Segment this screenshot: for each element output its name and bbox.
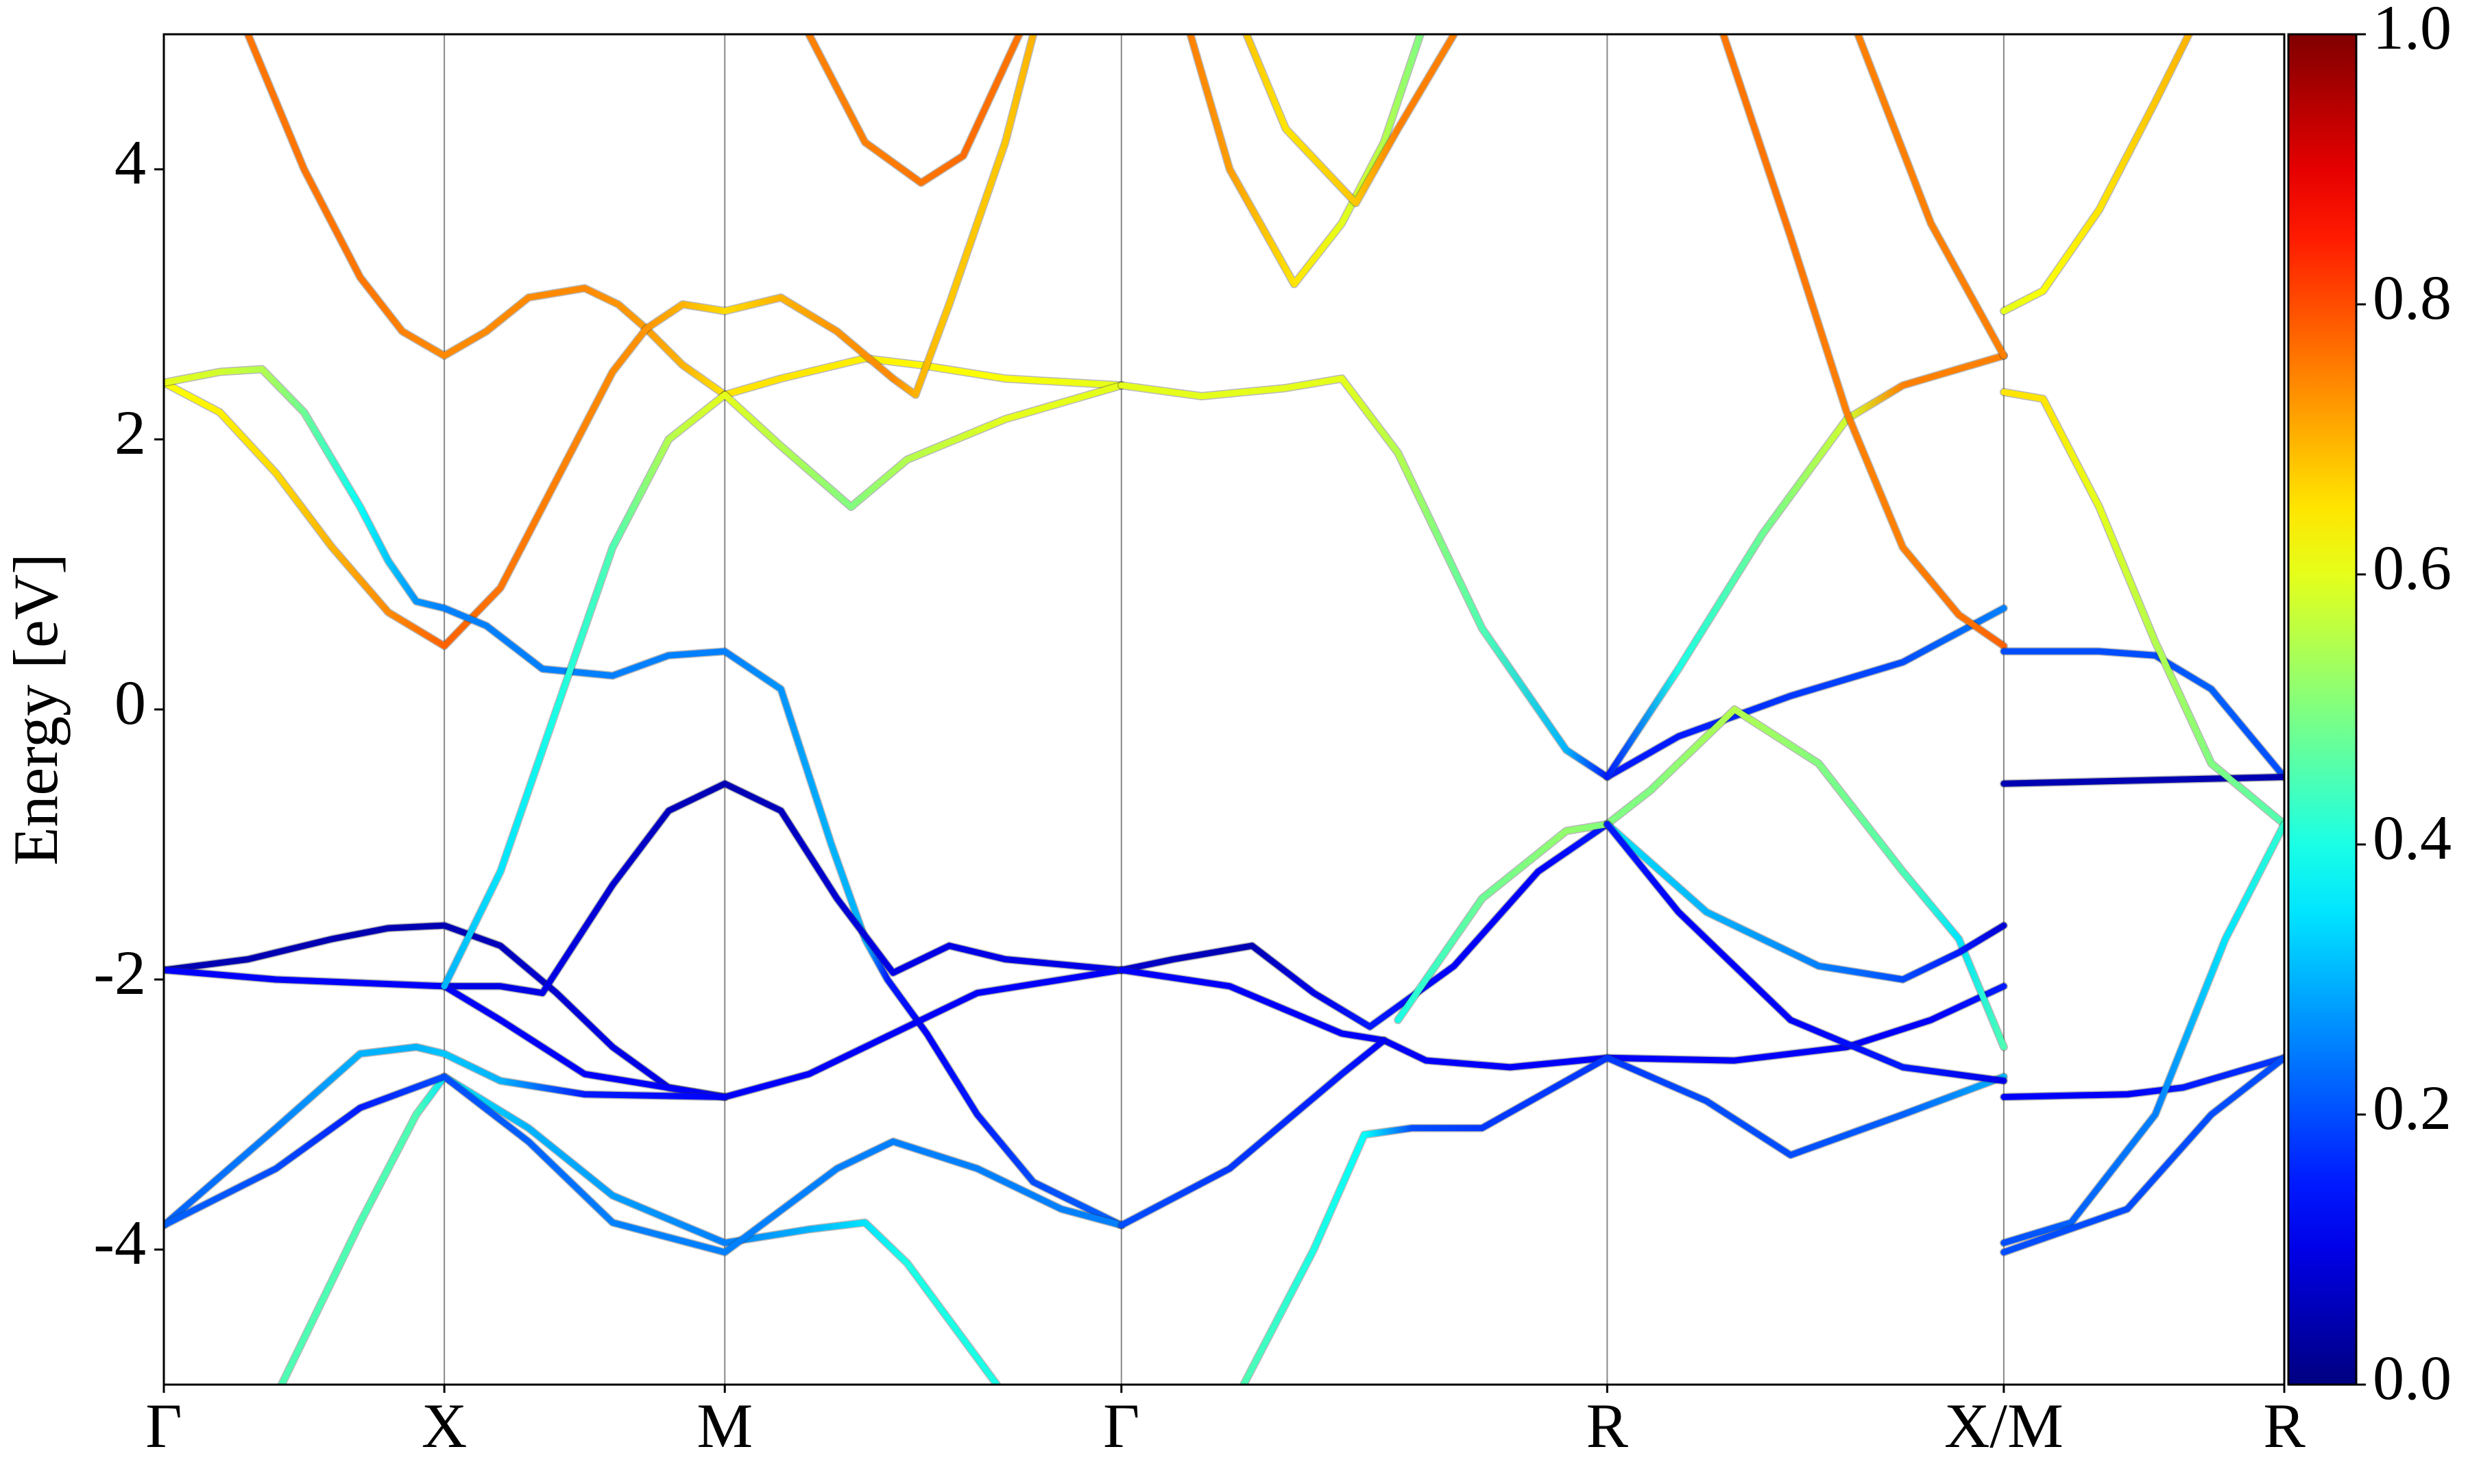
band	[1720, 34, 2007, 649]
band-outline	[1603, 351, 2008, 781]
x-tick-label: Γ	[1103, 1391, 1139, 1461]
band	[1118, 1037, 1388, 1228]
band	[164, 366, 1125, 1228]
y-tick-label: 0	[114, 668, 146, 738]
band	[1394, 706, 2007, 1050]
band-outline	[1117, 374, 2008, 781]
band	[1243, 34, 1457, 206]
band	[806, 34, 1023, 186]
band-outline	[164, 966, 1126, 1102]
y-tick-label: -4	[93, 1208, 146, 1278]
x-tick-label: X/M	[1944, 1391, 2064, 1461]
band	[2000, 820, 2284, 1246]
band	[1854, 34, 2007, 359]
x-tick-label: Γ	[145, 1391, 182, 1461]
band	[2000, 1054, 2284, 1100]
colorbar-tick-label: 1.0	[2373, 0, 2452, 62]
plot-frame	[162, 33, 2286, 1386]
x-tick-label: R	[2263, 1391, 2306, 1461]
colorbar-tick-label: 0.2	[2373, 1073, 2452, 1143]
band	[1187, 34, 1424, 287]
colorbar-tick-label: 0.8	[2373, 263, 2452, 332]
band	[164, 1073, 1125, 1256]
band	[721, 355, 1125, 398]
colorbar-tick-label: 0.4	[2373, 803, 2452, 873]
band	[441, 780, 1125, 997]
y-tick-label: 4	[114, 127, 146, 197]
x-tick-label: X	[422, 1391, 467, 1461]
band	[2000, 1054, 2284, 1256]
band	[1118, 966, 2007, 1071]
band-outline	[1242, 34, 1458, 208]
band-outline	[1999, 647, 2284, 781]
band	[2000, 648, 2284, 780]
band-outline	[243, 34, 729, 399]
band	[1604, 820, 2007, 1084]
band-outline	[1999, 34, 2193, 315]
band-outline	[1999, 820, 2284, 1248]
band	[1604, 820, 2007, 983]
y-axis-label: Energy [eV]	[1, 553, 71, 866]
band	[164, 966, 1125, 1100]
band	[441, 382, 1125, 990]
colorbar-tick-label: 0.0	[2373, 1343, 2452, 1413]
band	[1118, 375, 2007, 780]
band-outline	[1719, 34, 2008, 650]
band	[164, 1044, 728, 1228]
band	[2000, 389, 2284, 827]
band-outline	[1603, 820, 2008, 1085]
colorbar	[2287, 33, 2358, 1386]
band	[2000, 774, 2284, 787]
band	[2000, 34, 2192, 315]
y-tick-label: -2	[93, 938, 146, 1008]
band	[1604, 352, 2007, 780]
x-tick-label: R	[1586, 1391, 1629, 1461]
y-tick-label: 2	[114, 398, 146, 467]
bands	[164, 34, 2284, 1385]
band-outline	[1239, 1054, 2008, 1385]
band	[164, 34, 1037, 649]
x-tick-label: M	[697, 1391, 753, 1461]
band	[245, 34, 728, 398]
colorbar-tick-label: 0.6	[2373, 533, 2452, 603]
band-outline	[164, 34, 1038, 650]
band-outline	[1394, 705, 2008, 1051]
band	[1118, 820, 1610, 1030]
band	[278, 1073, 1000, 1385]
band	[1240, 1054, 2007, 1385]
